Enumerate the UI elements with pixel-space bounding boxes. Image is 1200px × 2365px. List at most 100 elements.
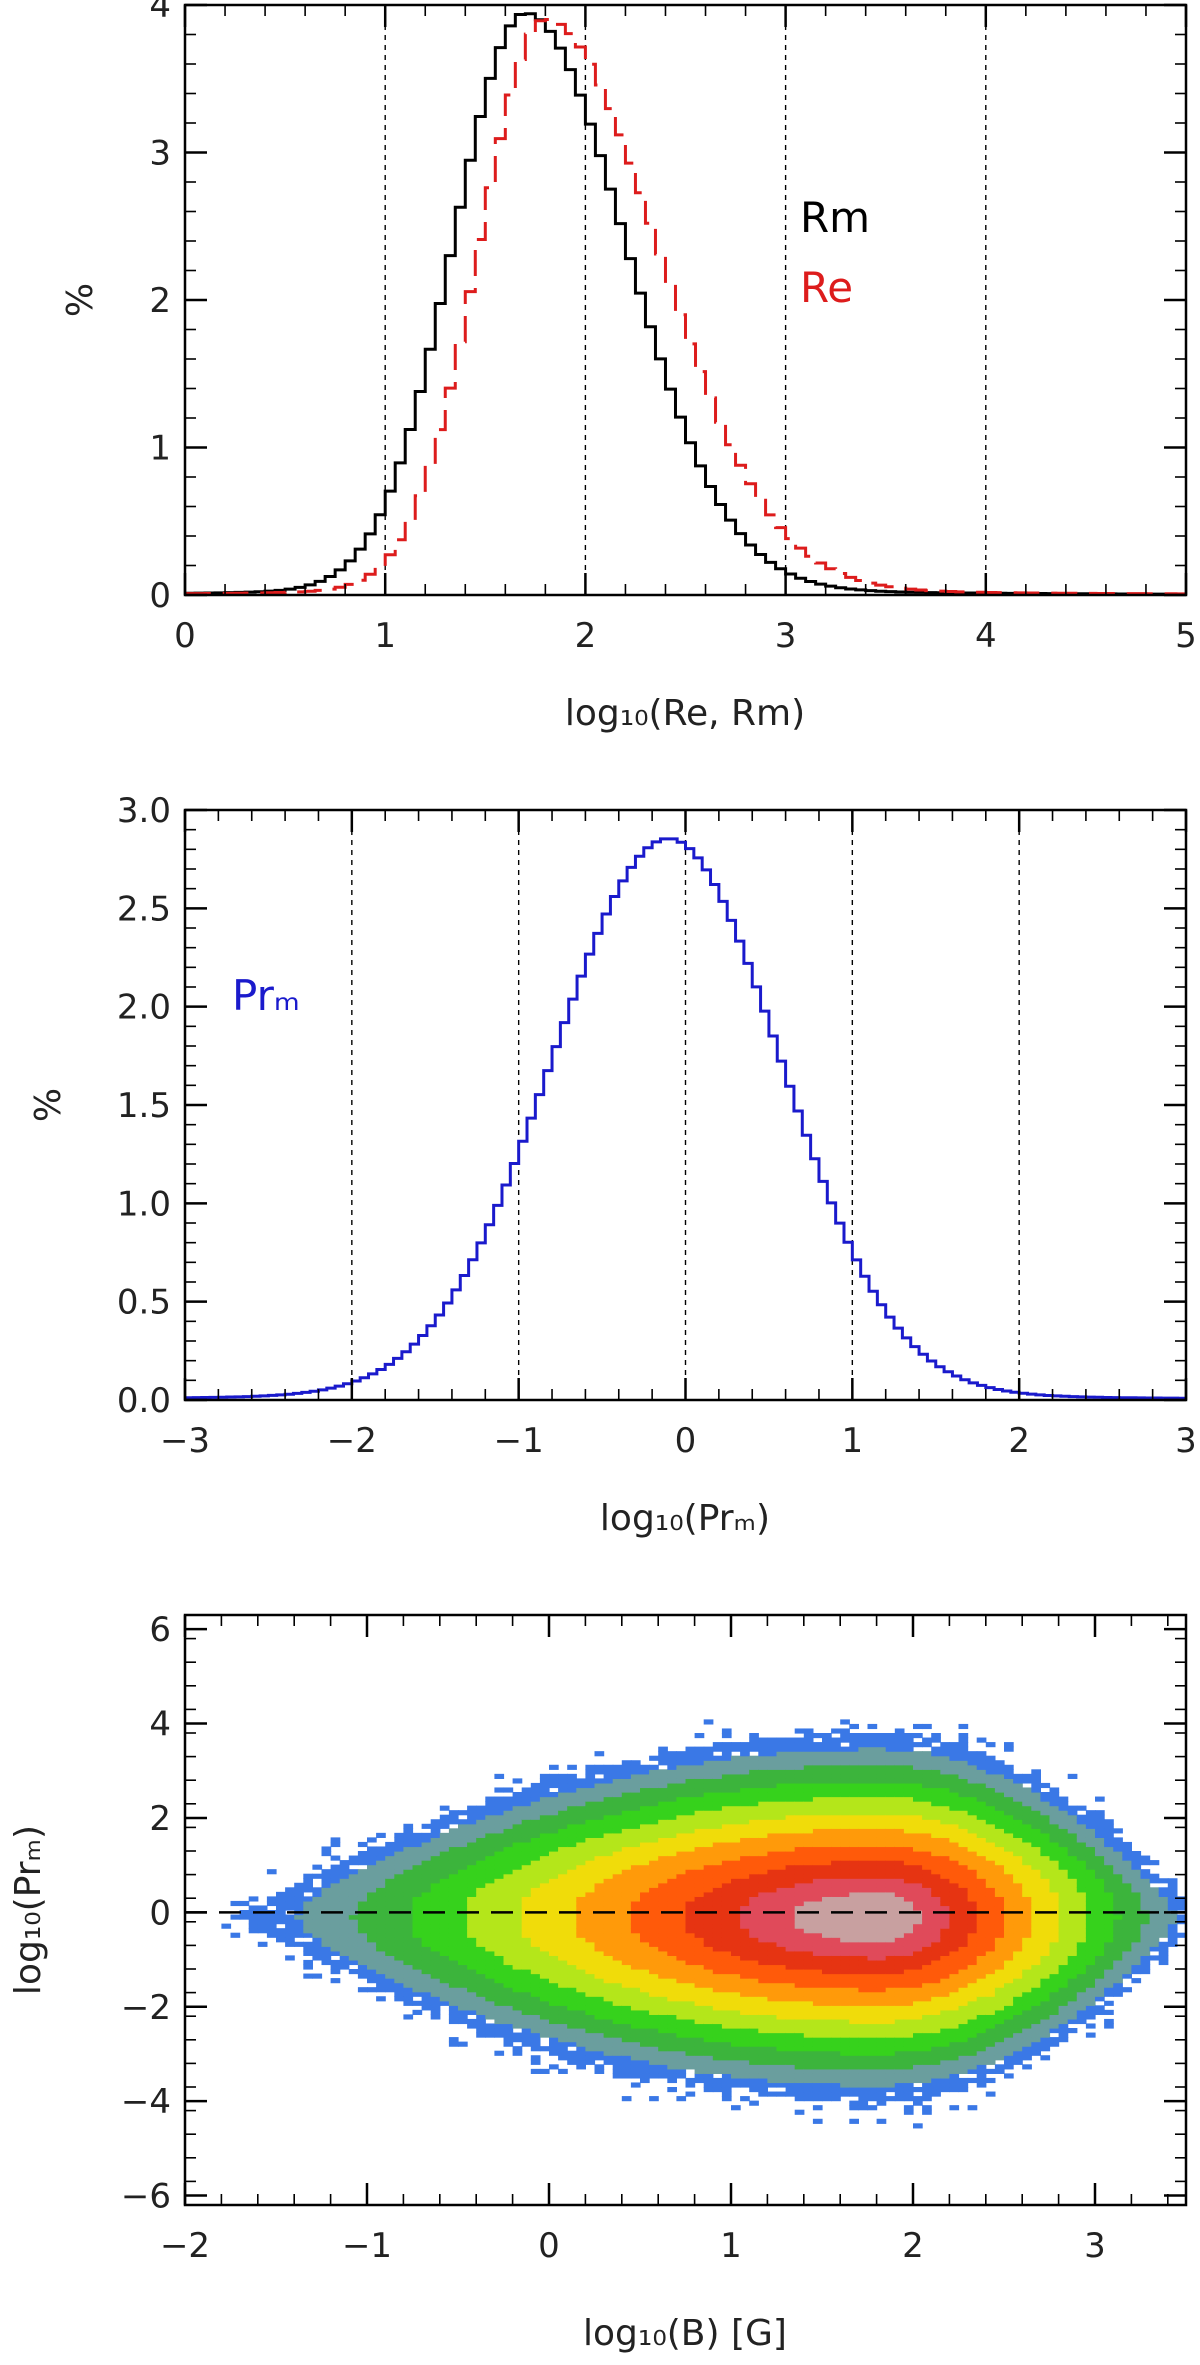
heatmap-cell: [630, 1905, 641, 1911]
heatmap-cell: [467, 1814, 477, 1820]
heatmap-cell: [776, 2082, 787, 2088]
heatmap-cell: [339, 1914, 350, 1920]
heatmap-cell: [831, 2041, 841, 2047]
heatmap-cell: [885, 1823, 896, 1829]
heatmap-cell: [940, 2064, 950, 2070]
heatmap-cell: [667, 1873, 677, 1879]
heatmap-cell: [903, 2096, 914, 2102]
heatmap-cell: [812, 1873, 823, 1879]
heatmap-cell: [894, 1996, 905, 2002]
heatmap-cell: [394, 1837, 404, 1843]
heatmap-cell: [903, 1846, 914, 1852]
heatmap-cell: [749, 1864, 759, 1870]
heatmap-cell: [776, 1764, 787, 1770]
heatmap-cell: [794, 1959, 805, 1966]
heatmap-cell: [831, 1873, 841, 1879]
heatmap-cell: [922, 2005, 932, 2011]
heatmap-cell: [794, 1751, 805, 1757]
heatmap-cell: [840, 1733, 850, 1739]
heatmap-cell: [494, 1796, 505, 1802]
heatmap-cell: [894, 1873, 905, 1879]
heatmap-cell: [676, 1959, 687, 1966]
heatmap-cell: [721, 1864, 732, 1870]
heatmap-cell: [967, 2059, 978, 2065]
heatmap-cell: [494, 1801, 505, 1807]
heatmap-cell: [603, 1860, 614, 1866]
heatmap-cell: [712, 1900, 723, 1907]
heatmap-cell: [458, 1982, 468, 1988]
heatmap-cell: [858, 1773, 869, 1779]
heatmap-cell: [485, 2023, 495, 2029]
heatmap-cell: [958, 1841, 969, 1848]
heatmap-cell: [721, 2096, 732, 2102]
heatmap-cell: [913, 1760, 923, 1766]
heatmap-cell: [721, 1769, 732, 1775]
heatmap-cell: [794, 1905, 805, 1911]
heatmap-cell: [703, 1887, 714, 1893]
heatmap-cell: [721, 1982, 732, 1988]
heatmap-cell: [885, 1996, 896, 2002]
heatmap-cell: [894, 2091, 905, 2097]
heatmap-cell: [913, 1851, 923, 1857]
heatmap-cell: [430, 1987, 441, 1993]
heatmap-cell: [676, 1919, 687, 1925]
heatmap-cell: [812, 2073, 823, 2079]
heatmap-cell: [485, 1841, 495, 1848]
heatmap-cell: [913, 1900, 923, 1907]
heatmap-cell: [812, 1987, 823, 1993]
heatmap-cell: [803, 2046, 814, 2052]
heatmap-cell: [731, 1814, 741, 1820]
heatmap-cell: [858, 1764, 869, 1770]
heatmap-cell: [476, 1910, 486, 1916]
heatmap-cell: [958, 2087, 969, 2093]
heatmap-cell: [712, 1905, 723, 1911]
heatmap-cell: [822, 2082, 832, 2088]
heatmap-cell: [876, 1805, 887, 1811]
heatmap-cell: [785, 1792, 796, 1798]
heatmap-cell: [503, 1964, 514, 1970]
heatmap-cell: [667, 1855, 677, 1861]
heatmap-cell: [640, 1832, 650, 1838]
heatmap-cell: [812, 2037, 823, 2043]
heatmap-cell: [494, 1869, 505, 1875]
heatmap-cell: [603, 2055, 614, 2061]
heatmap-cell: [840, 1841, 850, 1848]
heatmap-cell: [630, 1792, 641, 1798]
heatmap-cell: [576, 1896, 586, 1902]
heatmap-cell: [885, 2055, 896, 2061]
heatmap-cell: [831, 2073, 841, 2079]
heatmap-cell: [867, 1760, 878, 1766]
heatmap-cell: [612, 1910, 623, 1916]
heatmap-cell: [803, 1882, 814, 1888]
heatmap-cell: [849, 1946, 859, 1952]
heatmap-cell: [448, 1832, 459, 1838]
heatmap-cell: [812, 2005, 823, 2011]
heatmap-cell: [321, 1891, 332, 1897]
heatmap-cell: [512, 2050, 523, 2056]
heatmap-cell: [731, 1810, 741, 1816]
heatmap-cell: [685, 1959, 696, 1966]
heatmap-cell: [376, 1900, 386, 1907]
heatmap-cell: [658, 2009, 668, 2015]
heatmap-cell: [858, 2018, 869, 2025]
heatmap-cell: [567, 1991, 577, 1997]
heatmap-cell: [903, 1978, 914, 1984]
heatmap-cell: [922, 1764, 932, 1770]
heatmap-cell: [503, 1814, 514, 1820]
heatmap-cell: [585, 2032, 596, 2038]
heatmap-cell: [539, 1841, 550, 1848]
heatmap-cell: [922, 1969, 932, 1975]
heatmap-cell: [476, 2028, 486, 2034]
heatmap-cell: [885, 2018, 896, 2025]
heatmap-cell: [767, 1900, 778, 1907]
heatmap-cell: [840, 1896, 850, 1902]
heatmap-cell: [822, 1991, 832, 1997]
heatmap-cell: [822, 1937, 832, 1943]
heatmap-cell: [794, 1742, 805, 1748]
heatmap-cell: [758, 1742, 768, 1748]
heatmap-cell: [913, 1864, 923, 1870]
heatmap-cell: [712, 1919, 723, 1925]
heatmap-cell: [876, 1900, 887, 1907]
heatmap-cell: [885, 1869, 896, 1875]
heatmap-cell: [303, 1914, 313, 1920]
